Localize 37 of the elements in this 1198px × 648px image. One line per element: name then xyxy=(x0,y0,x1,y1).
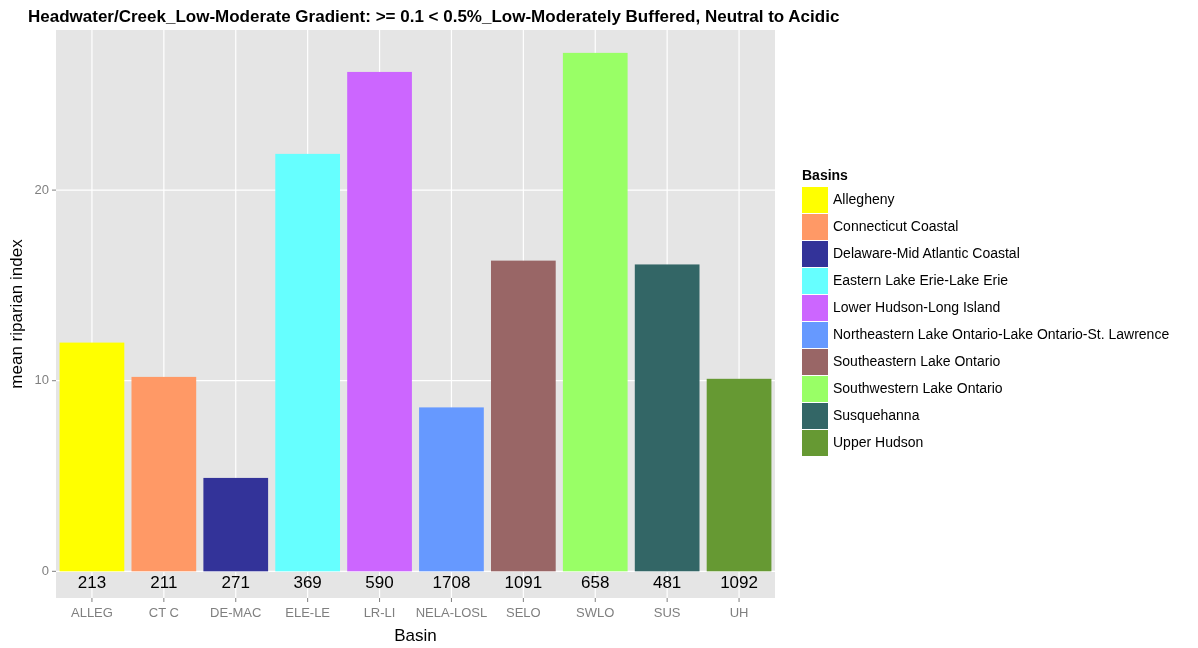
legend-label: Susquehanna xyxy=(833,406,920,423)
legend-label: Southeastern Lake Ontario xyxy=(833,352,1001,369)
x-tick-label: SWLO xyxy=(576,605,615,620)
annotation: 1091 xyxy=(504,573,543,593)
x-tick-label: LR-LI xyxy=(363,605,396,620)
legend-label: Lower Hudson-Long Island xyxy=(833,298,1001,315)
legend-label: Delaware-Mid Atlantic Coastal xyxy=(833,244,1020,261)
x-axis-title: Basin xyxy=(394,626,437,645)
annotation: 1092 xyxy=(720,573,758,593)
chart-title: Headwater/Creek_Low-Moderate Gradient: >= 0.1 < 0.5%_Low-Moderately Buffered, Neutral to Acidic xyxy=(28,7,840,26)
annotation: 590 xyxy=(365,573,394,593)
annotation: 1708 xyxy=(432,573,471,593)
x-tick-label: NELA-LOSL xyxy=(415,605,488,620)
y-tick-label: 0 xyxy=(41,562,49,578)
annotation: 481 xyxy=(652,573,682,593)
x-tick-label: UH xyxy=(729,605,749,620)
y-axis-title: mean riparian index xyxy=(7,238,26,389)
annotation: 369 xyxy=(293,573,322,593)
legend-label: Southwestern Lake Ontario xyxy=(833,379,1003,396)
y-tick-label: 20 xyxy=(34,181,49,197)
legend-label: Connecticut Coastal xyxy=(833,217,959,234)
annotation: 211 xyxy=(150,573,178,593)
legend-label: Upper Hudson xyxy=(833,433,924,450)
annotation: 271 xyxy=(221,573,250,593)
legend-label: Eastern Lake Erie-Lake Erie xyxy=(833,271,1009,288)
annotation: 658 xyxy=(581,573,610,593)
annotation: 213 xyxy=(77,573,107,593)
x-tick-label: DE-MAC xyxy=(210,605,262,620)
legend-label: Northeastern Lake Ontario-Lake Ontario-St. Lawrence xyxy=(833,325,1170,342)
y-tick-label: 10 xyxy=(34,372,49,388)
x-tick-label: CT C xyxy=(148,605,179,620)
legend-title: Basins xyxy=(802,167,849,183)
x-tick-label: SELO xyxy=(506,605,541,620)
legend-label: Allegheny xyxy=(833,190,895,207)
x-tick-label: ELE-LE xyxy=(285,605,331,620)
x-tick-label: SUS xyxy=(653,605,681,620)
x-tick-label: ALLEG xyxy=(70,605,113,620)
